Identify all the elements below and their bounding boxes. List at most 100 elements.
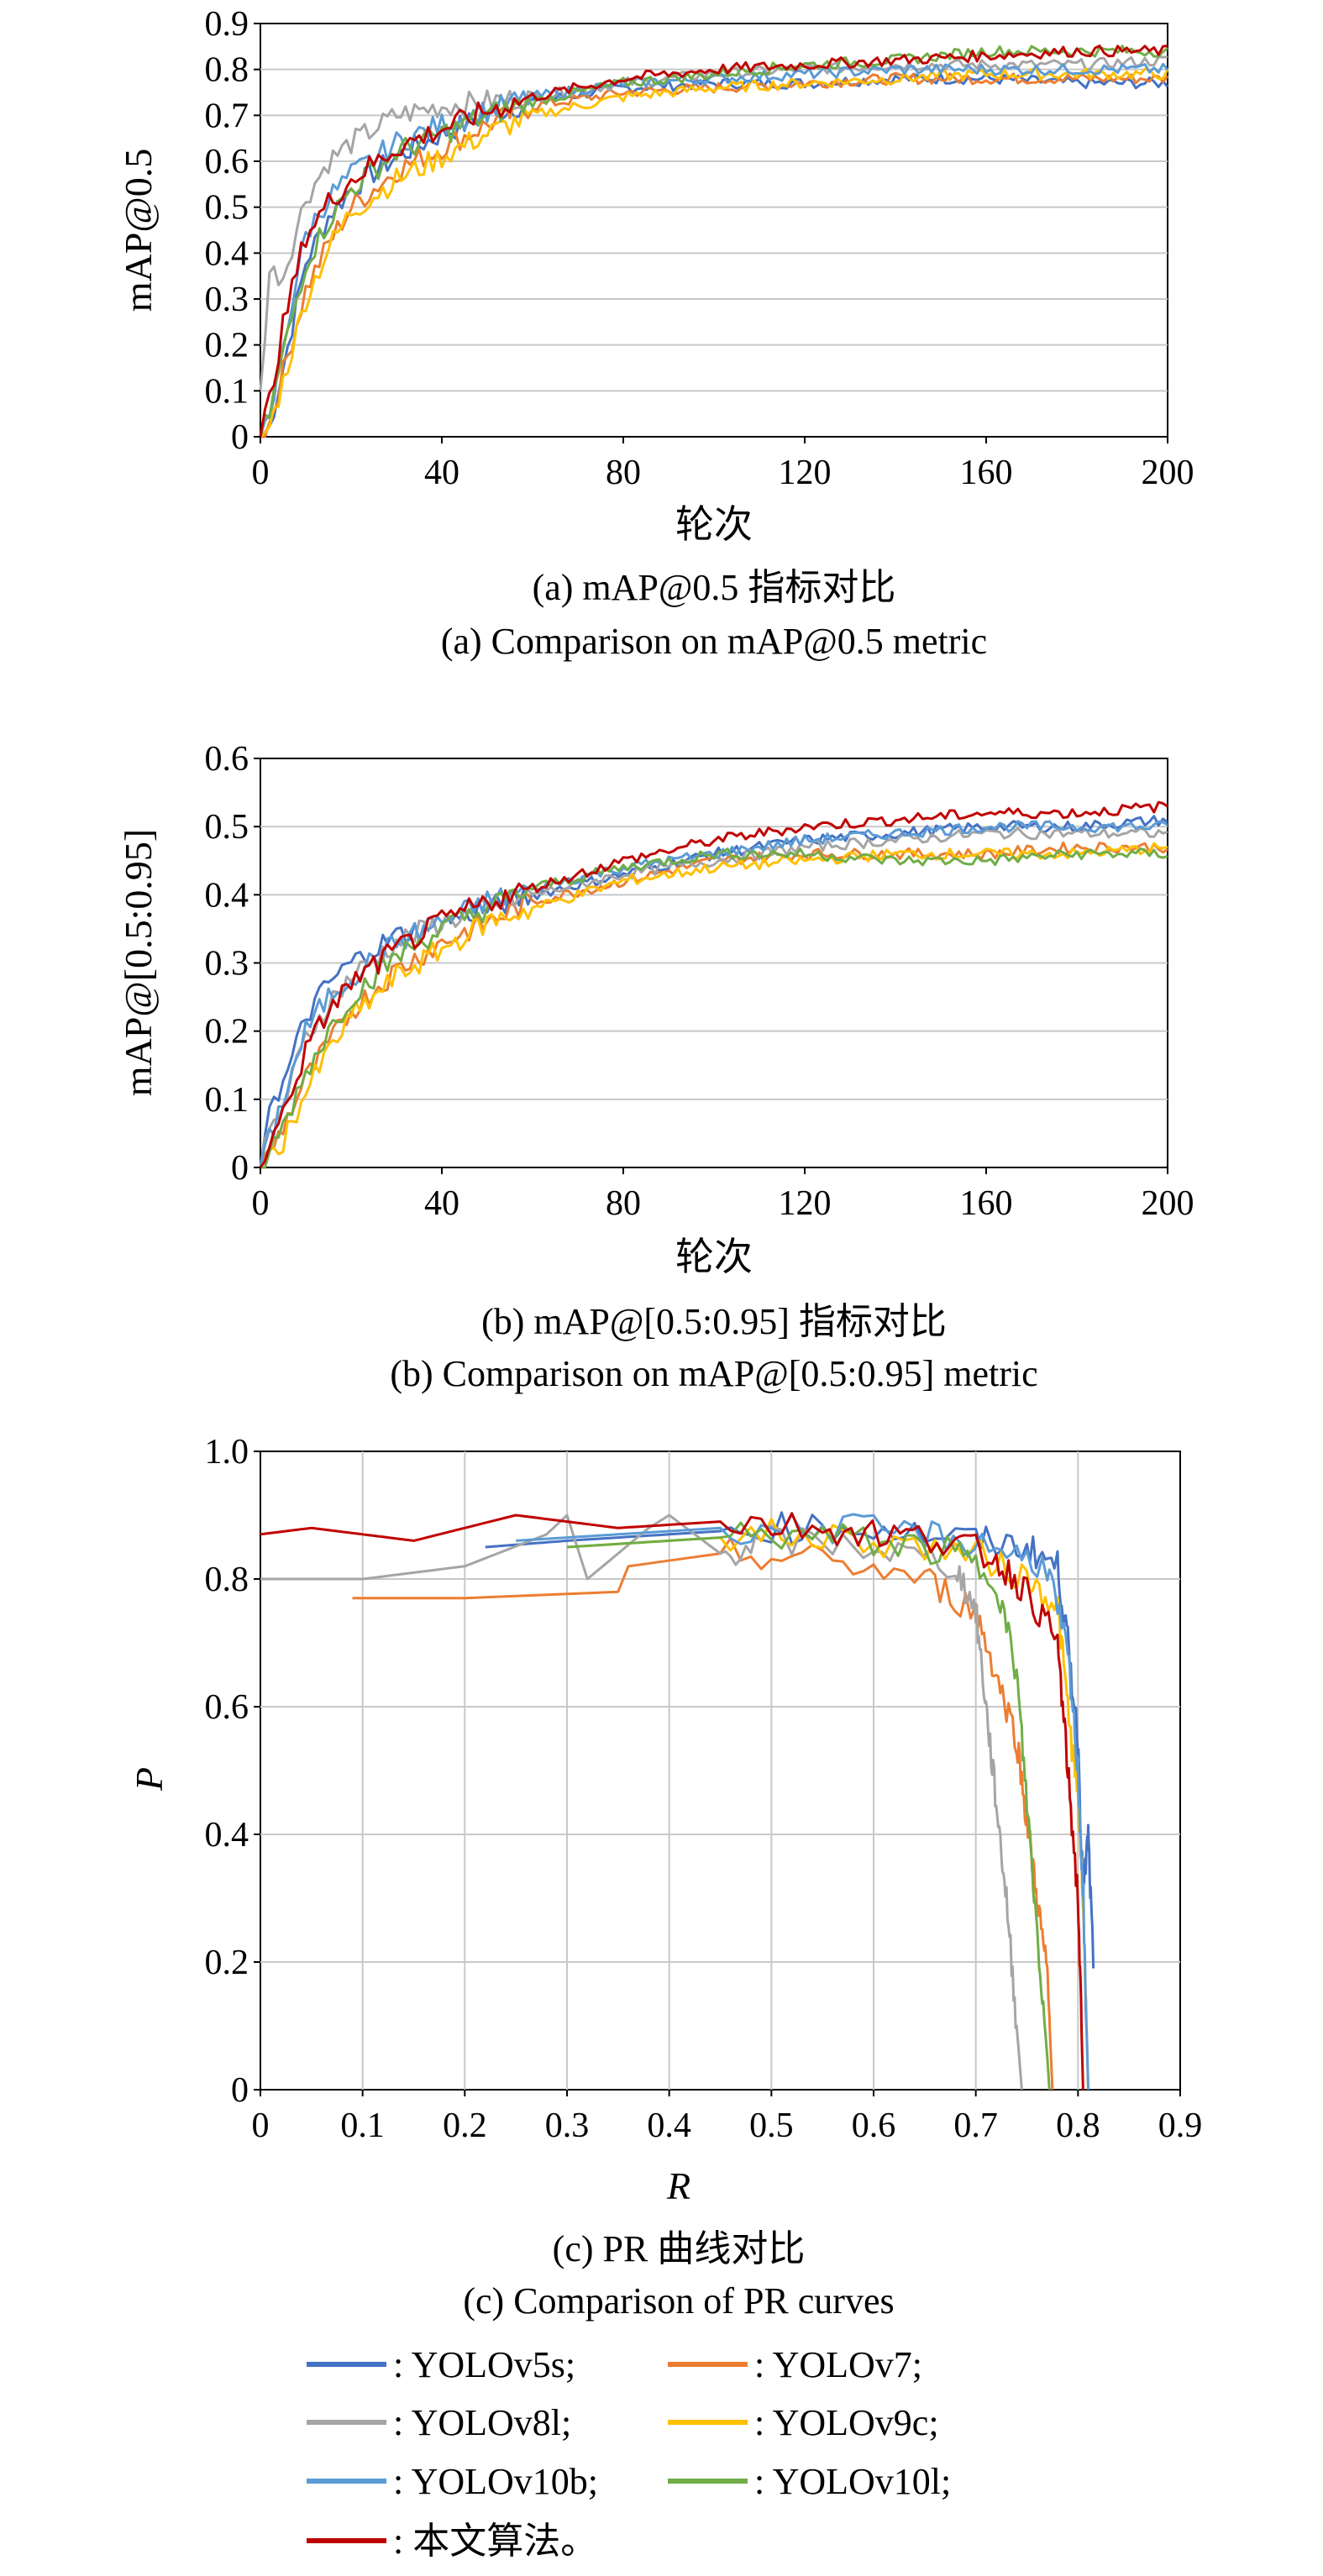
y-tick-label: 0.1	[205, 372, 249, 411]
y-tick-label: 0.4	[205, 234, 249, 273]
y-tick-label: 0.1	[205, 1081, 249, 1120]
chart-b-caption-en: (b) Comparison on mAP@[0.5:0.95] metric	[390, 1353, 1037, 1394]
chart-a-ylabel: mAP@0.5	[117, 149, 160, 312]
x-tick-label: 200	[1142, 454, 1194, 492]
y-tick-label: 0.6	[205, 740, 249, 779]
x-tick-label: 0.5	[749, 2106, 794, 2145]
x-tick-label: 0.7	[953, 2106, 998, 2145]
series-line-yolov8l	[259, 826, 1168, 1168]
series-line-proposed	[260, 1512, 1084, 2091]
x-tick-label: 80	[606, 454, 641, 492]
x-tick-label: 120	[779, 1184, 832, 1223]
plot-b-yticks: 0 0.1 0.2 0.3 0.4 0.5 0.6	[205, 740, 260, 1188]
x-tick-label: 0.2	[443, 2106, 487, 2145]
x-tick-label: 0	[252, 1184, 270, 1223]
y-tick-label: 0.6	[205, 143, 249, 181]
x-tick-label: 0.9	[1158, 2106, 1203, 2145]
series-line-proposed	[259, 800, 1168, 1168]
chart-c-ylabel: P	[128, 1767, 171, 1792]
chart-a-xlabel: 轮次	[675, 503, 753, 546]
y-tick-label: 0.8	[205, 51, 249, 90]
legend-label-yolov7: : YOLOv7;	[754, 2344, 922, 2385]
x-tick-label: 0.6	[852, 2106, 896, 2145]
legend-label-yolov5s: : YOLOv5s;	[393, 2344, 575, 2385]
series-line-yolov10l	[259, 45, 1168, 438]
y-tick-label: 0.5	[205, 808, 249, 847]
series-line-yolov5s	[485, 1511, 1095, 1969]
x-tick-label: 0.3	[545, 2106, 590, 2145]
chart-a-caption-zh: (a) mAP@0.5 指标对比	[533, 567, 896, 608]
series-line-yolov8l	[259, 55, 1168, 391]
plot-c-xticks: 0 0.1 0.2 0.3 0.4 0.5 0.6 0.7 0.8 0.9	[252, 2090, 1203, 2145]
x-tick-label: 160	[960, 454, 1013, 492]
chart-c-xlabel: R	[666, 2164, 690, 2207]
y-tick-label: 0.2	[205, 327, 249, 365]
y-tick-label: 0.9	[205, 5, 249, 44]
x-tick-label: 200	[1142, 1184, 1194, 1223]
plot-b-series	[259, 800, 1168, 1169]
series-line-yolov9c	[260, 67, 1169, 438]
y-tick-label: 0.3	[205, 945, 249, 984]
x-tick-label: 0.1	[340, 2106, 385, 2145]
plot-a-series	[259, 45, 1169, 438]
chart-b: 0 0.1 0.2 0.3 0.4 0.5 0.6 0 40 80 120 160 200 轮次 mA…	[117, 740, 1194, 1394]
series-line-yolov7	[260, 71, 1169, 438]
plot-b-grid	[260, 826, 1168, 1100]
y-tick-label: 0.3	[205, 281, 249, 319]
chart-b-caption-zh: (b) mAP@[0.5:0.95] 指标对比	[481, 1301, 947, 1342]
y-tick-label: 1.0	[205, 1433, 249, 1472]
y-tick-label: 0.8	[205, 1561, 249, 1599]
chart-a: 0 0.1 0.2 0.3 0.4 0.5 0.6 0.7 0.8 0.9 0 40 80 120 160…	[117, 5, 1194, 662]
series-line-yolov10b	[516, 1513, 1089, 2091]
series-line-yolov9c	[566, 1518, 1089, 2091]
chart-b-xlabel: 轮次	[675, 1236, 753, 1278]
chart-c: 0 0.2 0.4 0.6 0.8 1.0 0 0.1 0.2 0.3 0.4 0.5 0.6 0.7 0…	[128, 1433, 1202, 2322]
plot-b-xticks: 0 40 80 120 160 200	[252, 1167, 1194, 1223]
x-tick-label: 160	[960, 1184, 1013, 1223]
series-line-yolov5s	[259, 815, 1168, 1168]
legend: : YOLOv5s; : YOLOv7; : YOLOv8l; : YOLOv9…	[307, 2344, 951, 2562]
series-line-yolov7	[259, 841, 1168, 1168]
y-tick-label: 0.5	[205, 189, 249, 228]
y-tick-label: 0	[231, 1149, 249, 1188]
y-tick-label: 0	[231, 418, 249, 457]
plot-c-frame	[260, 1451, 1181, 2091]
chart-b-ylabel: mAP@[0.5:0.95]	[117, 829, 160, 1096]
x-tick-label: 120	[779, 454, 832, 492]
y-tick-label: 0.4	[205, 876, 249, 915]
series-line-yolov10b	[259, 62, 1169, 438]
x-tick-label: 0.4	[647, 2106, 691, 2145]
x-tick-label: 40	[424, 454, 459, 492]
plot-a-yticks: 0 0.1 0.2 0.3 0.4 0.5 0.6 0.7 0.8 0.9	[205, 5, 260, 457]
x-tick-label: 0	[252, 454, 270, 492]
x-tick-label: 80	[606, 1184, 641, 1223]
x-tick-label: 0.8	[1056, 2106, 1100, 2145]
legend-label-yolov9c: : YOLOv9c;	[754, 2402, 939, 2443]
y-tick-label: 0.6	[205, 1688, 249, 1727]
chart-c-caption-zh: (c) PR 曲线对比	[553, 2228, 806, 2269]
legend-label-yolov10l: : YOLOv10l;	[754, 2461, 951, 2502]
legend-label-proposed: : 本文算法。	[393, 2521, 597, 2562]
y-tick-label: 0.2	[205, 1944, 249, 1982]
plot-a-xticks: 0 40 80 120 160 200	[252, 437, 1194, 492]
series-line-yolov10b	[259, 820, 1168, 1168]
plot-c-series	[260, 1511, 1095, 2091]
series-line-yolov7	[352, 1537, 1054, 2091]
legend-label-yolov10b: : YOLOv10b;	[393, 2461, 598, 2502]
plot-a-frame	[260, 23, 1168, 438]
x-tick-label: 40	[424, 1184, 459, 1223]
series-line-yolov10l	[566, 1521, 1051, 2091]
x-tick-label: 0	[252, 2106, 270, 2145]
chart-a-caption-en: (a) Comparison on mAP@0.5 metric	[441, 621, 987, 662]
series-line-yolov9c	[260, 842, 1168, 1169]
series-line-yolov5s	[259, 72, 1169, 438]
legend-label-yolov8l: : YOLOv8l;	[393, 2402, 571, 2443]
series-line-proposed	[259, 45, 1168, 438]
y-tick-label: 0.7	[205, 97, 249, 135]
series-line-yolov10l	[260, 847, 1168, 1169]
chart-c-caption-en: (c) Comparison of PR curves	[463, 2280, 894, 2322]
y-tick-label: 0	[231, 2071, 249, 2110]
plot-c-yticks: 0 0.2 0.4 0.6 0.8 1.0	[205, 1433, 260, 2110]
series-line-yolov8l	[260, 1514, 1023, 2091]
